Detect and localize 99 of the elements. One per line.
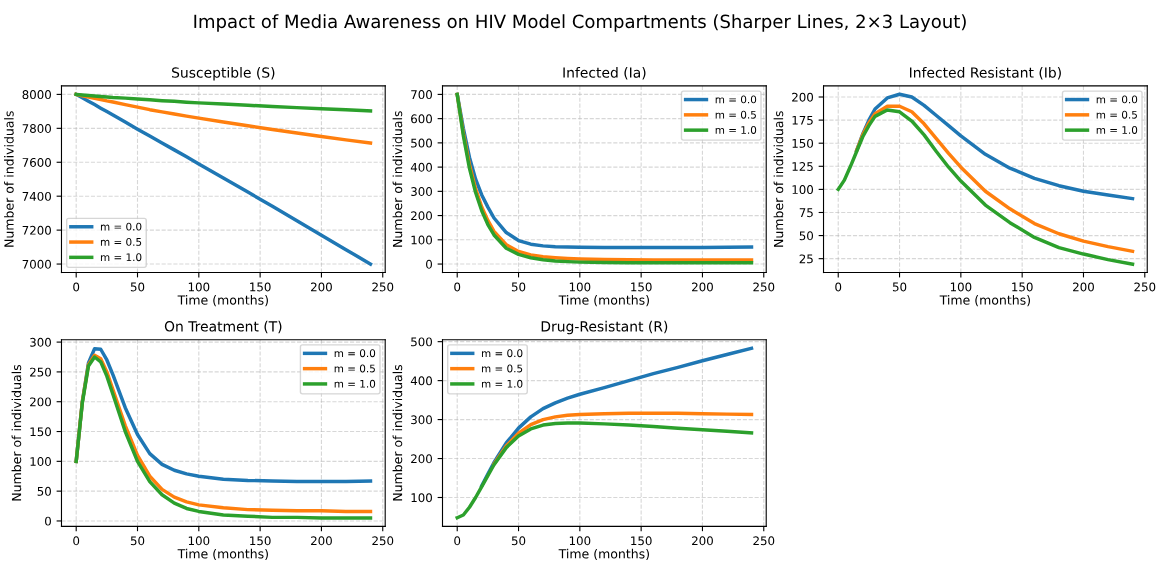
y-tick-label: 100 (30, 457, 51, 466)
x-tick-label: 0 (835, 282, 842, 292)
y-tick-label: 200 (30, 397, 51, 407)
y-tick-label: 8000 (22, 90, 51, 100)
x-axis-title: Time (months) (939, 295, 1030, 307)
x-tick-label: 100 (950, 282, 972, 292)
legend-label: m = 0.0 (334, 349, 376, 358)
x-tick-label: 0 (454, 536, 461, 546)
y-tick-label: 100 (792, 185, 814, 195)
line-series (74, 92, 373, 113)
y-tick-label: 50 (37, 486, 51, 496)
chart-title: Drug-Resistant (R) (541, 320, 668, 335)
y-tick-label: 500 (411, 337, 432, 347)
legend-label: m = 0.0 (715, 95, 757, 104)
y-tick-label: 200 (792, 92, 814, 102)
y-tick-label: 200 (411, 211, 432, 221)
x-tick-label: 250 (1134, 282, 1156, 292)
x-tick-label: 150 (631, 282, 652, 292)
x-tick-label: 100 (569, 282, 591, 292)
legend-label: m = 0.5 (481, 364, 523, 373)
x-tick-label: 250 (372, 282, 394, 292)
text: Impact of Media Awareness on HIV Model Compartments (Sharper Lines, 2×3 Layout) (194, 14, 966, 32)
x-tick-label: 0 (454, 282, 461, 292)
legend-label: m = 0.5 (334, 364, 375, 373)
x-tick-label: 200 (692, 536, 713, 546)
legend-label: m = 1.0 (481, 379, 523, 388)
y-tick-label: 7600 (22, 157, 51, 167)
legend-label: m = 1.0 (334, 379, 376, 388)
y-tick-label: 600 (411, 114, 432, 124)
x-tick-label: 250 (372, 536, 394, 546)
x-tick-label: 150 (1012, 282, 1033, 292)
x-tick-label: 150 (250, 536, 271, 546)
x-tick-label: 50 (892, 282, 907, 292)
y-tick-label: 700 (411, 90, 432, 100)
legend-label: m = 0.5 (715, 110, 756, 119)
x-axis-title: Time (months) (177, 548, 268, 561)
x-tick-label: 50 (511, 282, 526, 292)
y-tick-label: 400 (410, 162, 432, 172)
chart-title: Susceptible (S) (172, 67, 275, 81)
y-tick-label: 100 (411, 235, 432, 245)
legend-label: m = 1.0 (715, 126, 757, 134)
legend-label: m = 0.0 (1096, 95, 1138, 104)
y-tick-label: 200 (411, 454, 432, 464)
line-series (455, 421, 754, 520)
legend-label: m = 0.5 (1096, 110, 1137, 119)
legend-label: m = 1.0 (100, 253, 142, 262)
x-tick-label: 100 (188, 282, 210, 292)
y-axis-title: Number of individuals (392, 364, 403, 501)
y-axis-title: Number of individuals (4, 111, 14, 247)
legend-label: m = 1.0 (1096, 126, 1138, 134)
legend-label: m = 0.0 (481, 349, 523, 358)
y-tick-label: 0 (426, 259, 432, 269)
y-tick-label: 7800 (22, 124, 51, 133)
x-axis-title: Time (months) (558, 295, 649, 307)
y-tick-label: 150 (30, 427, 51, 437)
y-axis-title: Number of individuals (392, 111, 403, 247)
y-tick-label: 150 (792, 138, 814, 148)
chart-title: Infected (Ia) (563, 67, 646, 80)
x-tick-label: 0 (73, 282, 80, 292)
x-tick-label: 100 (188, 536, 210, 546)
line-series (74, 92, 373, 145)
y-tick-label: 300 (411, 187, 432, 196)
x-axis-title: Time (months) (558, 548, 649, 561)
x-tick-label: 0 (73, 536, 80, 546)
y-tick-label: 7000 (22, 259, 51, 269)
y-tick-label: 50 (799, 231, 814, 241)
x-tick-label: 200 (311, 282, 332, 292)
y-tick-label: 100 (411, 493, 432, 503)
x-tick-label: 150 (631, 536, 652, 546)
x-tick-label: 200 (311, 536, 332, 546)
y-tick-label: 175 (792, 115, 813, 125)
y-tick-label: 250 (30, 367, 51, 377)
chart-title: Infected Resistant (Ib) (910, 67, 1061, 80)
x-tick-label: 200 (692, 282, 713, 292)
y-tick-label: 25 (799, 254, 813, 264)
x-tick-label: 50 (130, 536, 145, 546)
x-tick-label: 250 (753, 282, 775, 292)
x-axis-title: Time (months) (177, 295, 268, 307)
y-tick-label: 400 (410, 376, 432, 386)
y-tick-label: 7200 (22, 225, 51, 235)
y-tick-label: 300 (30, 337, 51, 347)
y-tick-label: 0 (45, 516, 51, 526)
x-tick-label: 150 (250, 282, 271, 292)
x-tick-label: 50 (130, 282, 145, 292)
x-tick-label: 50 (511, 536, 526, 546)
y-tick-label: 7400 (22, 191, 51, 201)
y-tick-label: 300 (411, 415, 432, 425)
legend-label: m = 0.0 (100, 222, 142, 231)
chart-title: On Treatment (T) (164, 320, 282, 334)
x-tick-label: 200 (1073, 282, 1094, 292)
legend-label: m = 0.5 (100, 237, 142, 246)
y-tick-label: 500 (411, 138, 432, 148)
x-tick-label: 250 (753, 536, 775, 546)
x-tick-label: 100 (569, 536, 591, 546)
y-tick-label: 75 (799, 208, 813, 218)
line-series (836, 108, 1135, 266)
y-axis-title: Number of individuals (773, 111, 784, 247)
y-tick-label: 125 (792, 162, 813, 171)
y-axis-title: Number of individuals (11, 364, 22, 501)
